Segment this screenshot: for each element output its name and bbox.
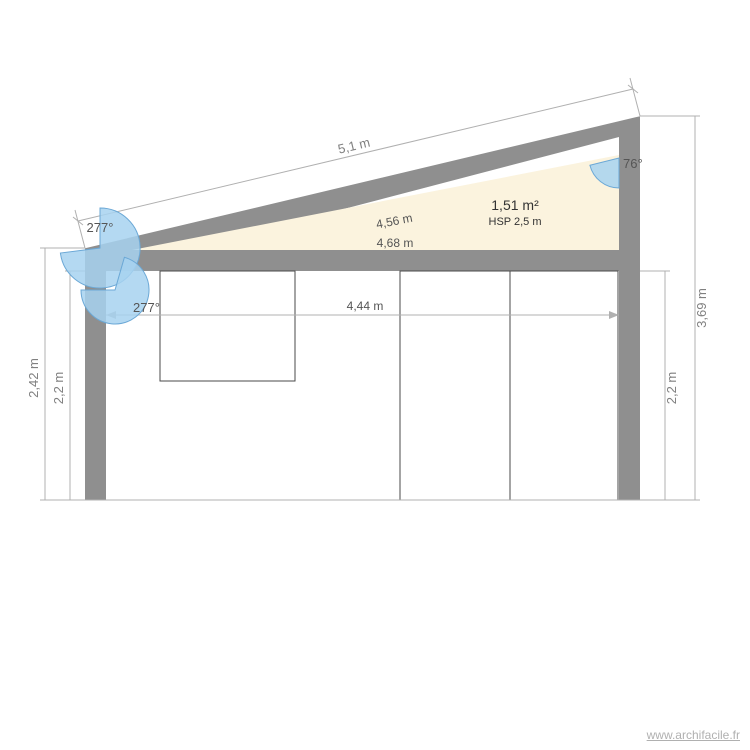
dim-triangle-base: 4,68 m bbox=[377, 236, 414, 250]
area-label: 1,51 m² bbox=[491, 197, 539, 213]
dim-inside-width-label: 4,44 m bbox=[347, 299, 384, 313]
credit-link[interactable]: www.archifacile.fr bbox=[647, 728, 740, 742]
dim-roof-label: 5,1 m bbox=[336, 135, 371, 157]
dim-inside-width: 4,44 m bbox=[106, 299, 619, 319]
diagram-canvas: 5,1 m 2,42 m 2,2 m 3,69 m 2,2 m 0,9 bbox=[0, 0, 750, 750]
angle-lower-left-label: 277° bbox=[133, 300, 160, 315]
angle-top-left-label: 277° bbox=[87, 220, 114, 235]
dim-left-inner-label: 2,2 m bbox=[51, 372, 66, 405]
dim-triangle-base-label: 4,68 m bbox=[377, 236, 414, 250]
openings bbox=[160, 271, 618, 500]
hsp-label: HSP 2,5 m bbox=[489, 216, 542, 228]
dim-right-outer: 3,69 m bbox=[640, 116, 709, 500]
dim-right-inner-label: 2,2 m bbox=[664, 372, 679, 405]
dim-left-outer-label: 2,42 m bbox=[26, 358, 41, 398]
dim-right-outer-label: 3,69 m bbox=[694, 288, 709, 328]
angle-top-right-label: 76° bbox=[623, 156, 643, 171]
